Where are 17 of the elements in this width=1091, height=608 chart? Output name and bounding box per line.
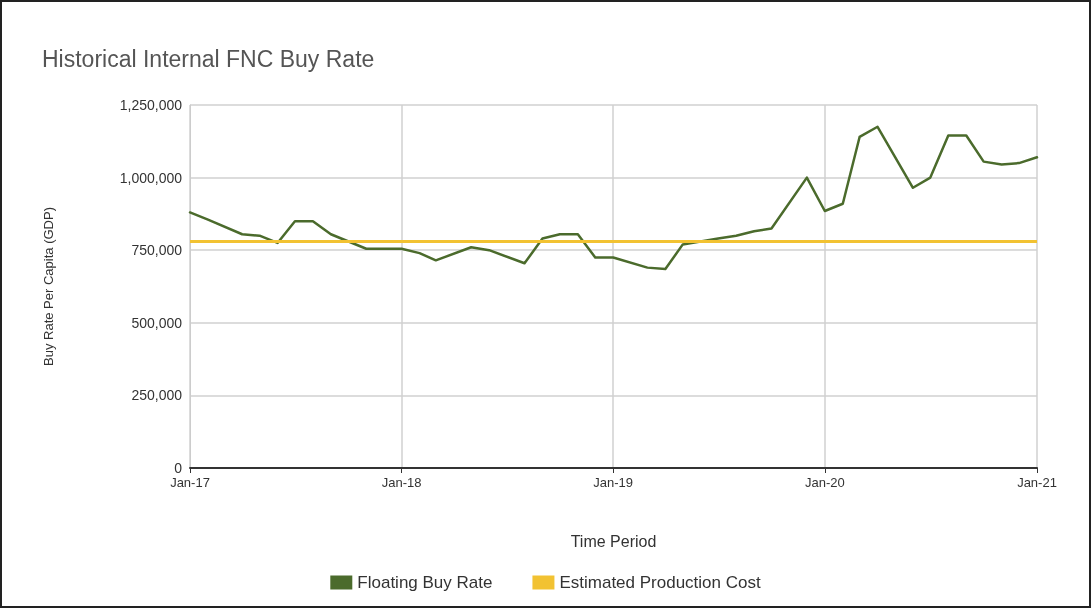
y-tick-label: 1,250,000 <box>119 97 183 113</box>
legend-label: Estimated Production Cost <box>559 573 761 592</box>
x-tick-label: Jan-20 <box>804 475 845 490</box>
x-tick-label: Jan-21 <box>1017 475 1057 490</box>
x-tick-label: Jan-17 <box>170 475 210 490</box>
line-series <box>188 125 1039 271</box>
chart-title: Historical Internal FNC Buy Rate <box>42 45 375 72</box>
x-axis-title: Time Period <box>570 532 657 550</box>
x-tick-label: Jan-19 <box>593 475 634 490</box>
y-tick-label: 0 <box>174 460 183 476</box>
x-tick-label: Jan-18 <box>381 475 422 490</box>
y-tick-label: 1,000,000 <box>119 169 183 186</box>
y-axis-title: Buy Rate Per Capita (GDP) <box>41 207 56 366</box>
legend-label: Floating Buy Rate <box>357 573 493 592</box>
y-tick-label: 750,000 <box>131 242 183 259</box>
y-tick-label: 250,000 <box>131 387 183 404</box>
y-tick-label: 500,000 <box>131 314 183 331</box>
